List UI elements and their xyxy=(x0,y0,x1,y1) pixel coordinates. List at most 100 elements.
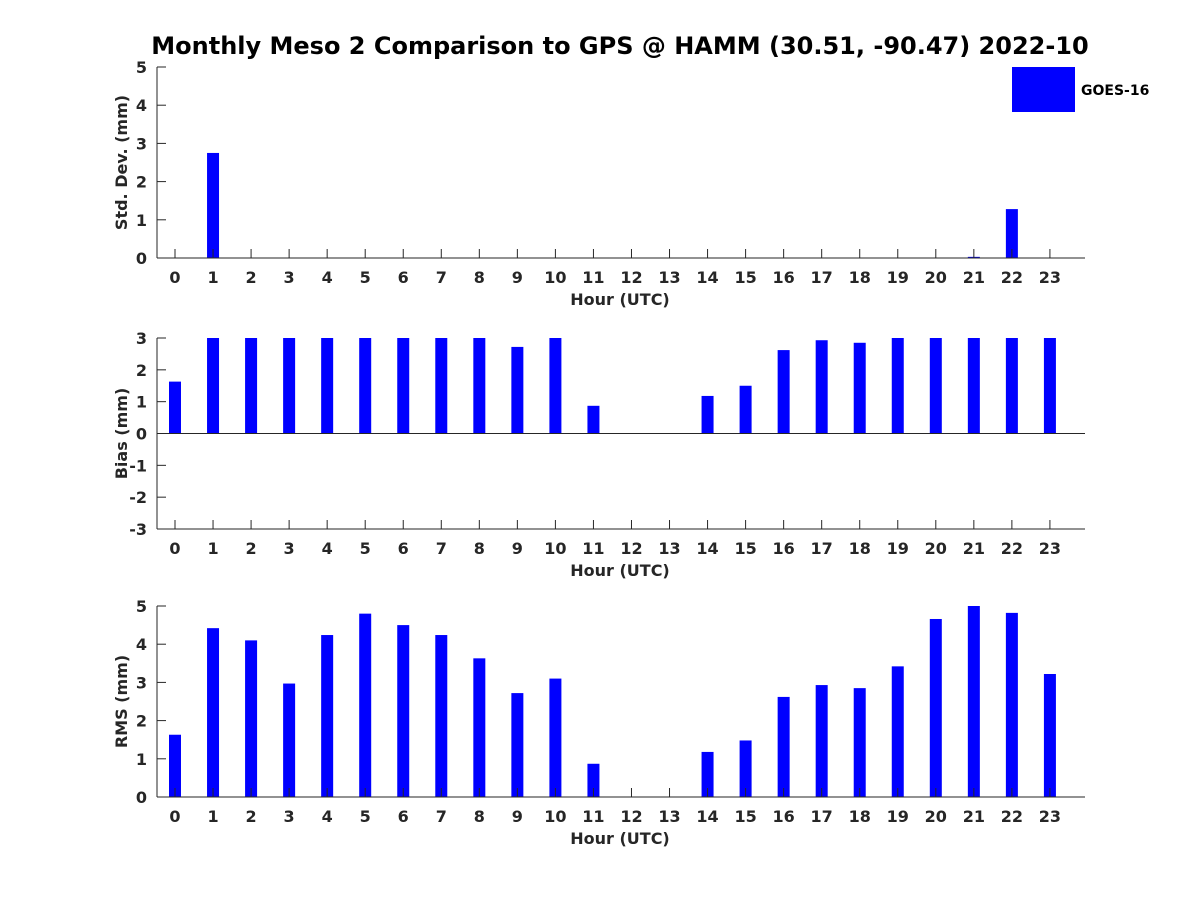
rms-x-tick-label: 7 xyxy=(436,807,447,826)
bias-bar xyxy=(739,385,752,434)
bias-y-tick-label: 1 xyxy=(136,393,147,412)
bias-y-tick-label: -3 xyxy=(129,520,147,539)
bias-x-tick-label: 6 xyxy=(398,539,409,558)
bias-x-tick-label: 10 xyxy=(544,539,566,558)
rms-bar xyxy=(397,625,410,797)
std-dev-bar xyxy=(207,152,220,258)
bias-bar xyxy=(169,381,181,434)
std-dev-x-tick-label: 12 xyxy=(620,268,642,287)
std-dev-x-tick-label: 17 xyxy=(811,268,833,287)
bias-bar xyxy=(511,346,524,434)
bias-bar xyxy=(283,338,296,434)
bias-bar xyxy=(853,342,866,434)
bias-x-tick-label: 1 xyxy=(207,539,218,558)
rms-x-tick-label: 21 xyxy=(963,807,985,826)
bias-x-tick-label: 13 xyxy=(658,539,680,558)
rms-y-tick-label: 5 xyxy=(136,597,147,616)
rms-y-tick-label: 4 xyxy=(136,635,147,654)
std-dev-x-tick-label: 11 xyxy=(582,268,604,287)
bias-bar xyxy=(891,338,904,434)
legend-swatch xyxy=(1012,67,1075,112)
rms-bar xyxy=(967,606,980,797)
rms-x-tick-label: 11 xyxy=(582,807,604,826)
rms-bar xyxy=(777,696,790,797)
rms-bar xyxy=(891,666,904,797)
rms-y-tick-label: 1 xyxy=(136,750,147,769)
rms-bar xyxy=(739,740,752,797)
bias-x-tick-label: 19 xyxy=(887,539,909,558)
rms-x-tick-label: 22 xyxy=(1001,807,1023,826)
rms-x-tick-label: 4 xyxy=(322,807,333,826)
std-dev-x-tick-label: 13 xyxy=(658,268,680,287)
rms-x-tick-label: 16 xyxy=(773,807,795,826)
bias-bar xyxy=(777,350,790,434)
bias-bar xyxy=(929,338,942,434)
bias-x-tick-label: 4 xyxy=(322,539,333,558)
std-dev-x-tick-label: 4 xyxy=(322,268,333,287)
rms-x-tick-label: 19 xyxy=(887,807,909,826)
rms-x-tick-label: 20 xyxy=(925,807,947,826)
bias-x-tick-label: 8 xyxy=(474,539,485,558)
bias-y-tick-label: -1 xyxy=(129,456,147,475)
bias-x-tick-label: 5 xyxy=(360,539,371,558)
rms-bar xyxy=(701,751,714,797)
rms-bar xyxy=(321,635,334,797)
bias-x-tick-label: 16 xyxy=(773,539,795,558)
bias-x-tick-label: 12 xyxy=(620,539,642,558)
bias-bar xyxy=(207,338,220,434)
std-dev-x-tick-label: 3 xyxy=(284,268,295,287)
rms-bar xyxy=(359,613,372,797)
bias-bar xyxy=(435,338,448,434)
rms-bar xyxy=(245,640,258,797)
std-dev-bar xyxy=(1005,209,1018,258)
legend: GOES-16 xyxy=(1012,67,1149,112)
rms-x-tick-label: 13 xyxy=(658,807,680,826)
bias-bar xyxy=(587,405,600,434)
bias-bar xyxy=(1043,338,1056,434)
rms-bar xyxy=(587,763,600,797)
rms-bar xyxy=(169,734,181,797)
bias-x-tick-label: 11 xyxy=(582,539,604,558)
bias-x-tick-label: 23 xyxy=(1039,539,1061,558)
rms-x-tick-label: 14 xyxy=(696,807,718,826)
rms-bar xyxy=(511,693,524,797)
std-dev-y-tick-label: 3 xyxy=(136,134,147,153)
std-dev-x-tick-label: 14 xyxy=(696,268,718,287)
rms-bar xyxy=(207,628,220,797)
rms-x-tick-label: 15 xyxy=(734,807,756,826)
std-dev-y-tick-label: 2 xyxy=(136,173,147,192)
std-dev-x-tick-label: 9 xyxy=(512,268,523,287)
std-dev-x-tick-label: 1 xyxy=(207,268,218,287)
bias-x-tick-label: 15 xyxy=(734,539,756,558)
rms-y-label: RMS (mm) xyxy=(112,655,131,748)
std-dev-x-tick-label: 18 xyxy=(849,268,871,287)
rms-x-tick-label: 0 xyxy=(169,807,180,826)
std-dev-x-tick-label: 15 xyxy=(734,268,756,287)
std-dev-x-label: Hour (UTC) xyxy=(570,290,670,309)
bias-bar xyxy=(359,338,372,434)
std-dev-panel: 0 1 2 3 4 5 6 7 8 9 10 11 12 13 14 15 16 17 18 19 20 21 22 2301… xyxy=(112,58,1085,309)
std-dev-x-tick-label: 21 xyxy=(963,268,985,287)
bias-x-tick-label: 20 xyxy=(925,539,947,558)
rms-x-tick-label: 23 xyxy=(1039,807,1061,826)
rms-y-tick-label: 2 xyxy=(136,712,147,731)
std-dev-x-tick-label: 5 xyxy=(360,268,371,287)
std-dev-x-tick-label: 7 xyxy=(436,268,447,287)
bias-bar xyxy=(1005,338,1018,434)
bias-x-tick-label: 7 xyxy=(436,539,447,558)
bias-bar xyxy=(473,338,486,434)
rms-x-tick-label: 2 xyxy=(246,807,257,826)
bias-x-tick-label: 14 xyxy=(696,539,718,558)
rms-bar xyxy=(929,618,942,797)
bias-bar xyxy=(549,338,562,434)
std-dev-x-tick-label: 10 xyxy=(544,268,566,287)
bias-y-tick-label: -2 xyxy=(129,488,147,507)
bias-x-tick-label: 17 xyxy=(811,539,833,558)
bias-x-label: Hour (UTC) xyxy=(570,561,670,580)
std-dev-x-tick-label: 6 xyxy=(398,268,409,287)
bias-y-tick-label: 2 xyxy=(136,361,147,380)
rms-bar xyxy=(1043,673,1056,797)
std-dev-y-label: Std. Dev. (mm) xyxy=(112,95,131,230)
rms-bar xyxy=(1005,612,1018,797)
rms-x-tick-label: 1 xyxy=(207,807,218,826)
